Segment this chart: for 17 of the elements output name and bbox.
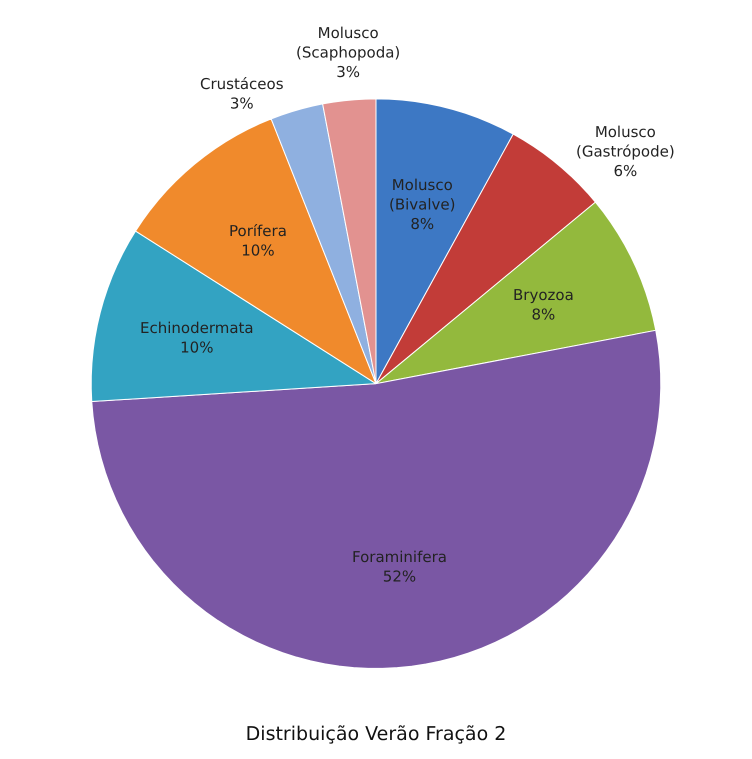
data-label: 10% [180, 338, 214, 356]
data-label: 6% [613, 162, 638, 180]
data-label: 10% [241, 242, 275, 260]
slice-label: Molusco (Scaphopoda) [296, 24, 400, 62]
data-label: 8% [410, 215, 434, 233]
slice-label: Crustáceos [200, 75, 284, 93]
data-label: 3% [336, 63, 360, 81]
slice-label: Molusco (Gastrópode) [576, 123, 675, 160]
slice-label: Echinodermata [140, 319, 254, 337]
slice-label: Bryozoa [513, 286, 574, 304]
slice-label: Molusco (Bivalve) [389, 176, 456, 214]
data-label: 3% [230, 94, 254, 112]
data-label: 8% [531, 306, 556, 324]
slice-label: Porífera [229, 222, 287, 240]
data-label: 52% [382, 568, 416, 586]
text: Distribuição Verão Fração 2 [246, 723, 506, 746]
slice-label: Foraminifera [352, 548, 447, 566]
